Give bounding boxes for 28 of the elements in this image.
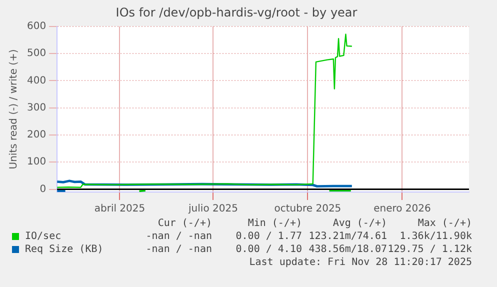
text: 123.21m/74.61: [308, 231, 387, 242]
legend-label: IO/sec: [25, 231, 62, 242]
y-tick-label: 500: [26, 48, 46, 60]
chart-title: IOs for /dev/opb-hardis-vg/root - by year: [116, 5, 358, 20]
text: Last update: Fri Nov 28 11:20:17 2025: [248, 257, 472, 268]
y-axis-title: Units read (-) / write (+): [8, 49, 20, 170]
y-tick-label: 100: [26, 156, 46, 168]
text: 438.56m/18.07: [308, 244, 387, 255]
x-tick-label: julio 2025: [188, 204, 238, 215]
text: 1.36k/11.90k: [398, 231, 472, 242]
x-tick-label: abril 2025: [94, 204, 146, 215]
text: Max (-/+): [416, 218, 472, 229]
text: Avg (-/+): [332, 218, 387, 229]
y-tick-label: 400: [26, 75, 46, 86]
legend-label: Req Size (KB): [25, 244, 104, 255]
y-tick-label: 600: [26, 20, 46, 32]
y-tick-label: 300: [26, 102, 46, 114]
text: Cur (-/+): [156, 218, 212, 229]
text: 129.75 / 1.12k: [387, 244, 472, 255]
text: -nan / -nan: [144, 244, 212, 255]
text: 0.00 / 1.77: [234, 231, 302, 242]
text: 0.00 / 4.10: [234, 244, 302, 255]
y-tick-label: 0: [40, 184, 46, 195]
x-tick-label: enero 2026: [374, 204, 431, 215]
text: -nan / -nan: [144, 231, 212, 242]
text: Min (-/+): [246, 218, 302, 229]
x-tick-label: octubre 2025: [274, 204, 342, 215]
y-tick-label: 200: [26, 130, 46, 141]
